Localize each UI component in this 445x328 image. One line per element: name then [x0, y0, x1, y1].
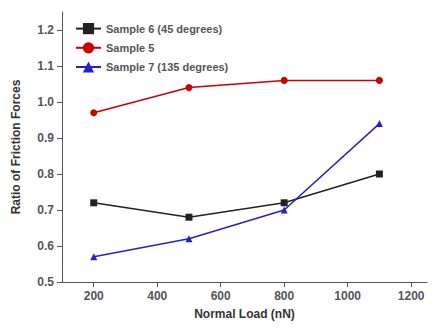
svg-text:1000: 1000 [334, 289, 361, 303]
svg-text:400: 400 [147, 289, 167, 303]
svg-text:800: 800 [274, 289, 294, 303]
svg-text:Normal Load (nN): Normal Load (nN) [194, 307, 295, 321]
svg-text:Sample 7 (135 degrees): Sample 7 (135 degrees) [106, 61, 229, 73]
svg-text:600: 600 [211, 289, 231, 303]
svg-text:1.2: 1.2 [37, 23, 54, 37]
svg-text:Sample 5: Sample 5 [106, 42, 154, 54]
svg-text:Sample 6 (45 degrees): Sample 6 (45 degrees) [106, 23, 223, 35]
svg-text:Ratio of Friction Forces: Ratio of Friction Forces [9, 79, 23, 214]
svg-text:1200: 1200 [398, 289, 425, 303]
svg-text:1.1: 1.1 [37, 59, 54, 73]
svg-text:0.5: 0.5 [37, 275, 54, 289]
svg-text:200: 200 [84, 289, 104, 303]
svg-text:0.9: 0.9 [37, 131, 54, 145]
svg-text:0.6: 0.6 [37, 239, 54, 253]
svg-text:0.7: 0.7 [37, 203, 54, 217]
svg-text:1.0: 1.0 [37, 95, 54, 109]
svg-text:0.8: 0.8 [37, 167, 54, 181]
